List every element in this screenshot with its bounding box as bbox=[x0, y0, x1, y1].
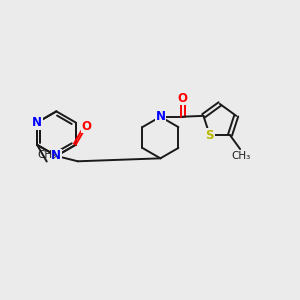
Text: O: O bbox=[81, 120, 92, 133]
Text: N: N bbox=[51, 149, 62, 162]
Text: O: O bbox=[178, 92, 188, 105]
Text: S: S bbox=[206, 129, 214, 142]
Text: N: N bbox=[155, 110, 165, 123]
Text: CH₃: CH₃ bbox=[37, 150, 56, 160]
Text: CH₃: CH₃ bbox=[231, 152, 250, 161]
Text: N: N bbox=[32, 116, 42, 129]
